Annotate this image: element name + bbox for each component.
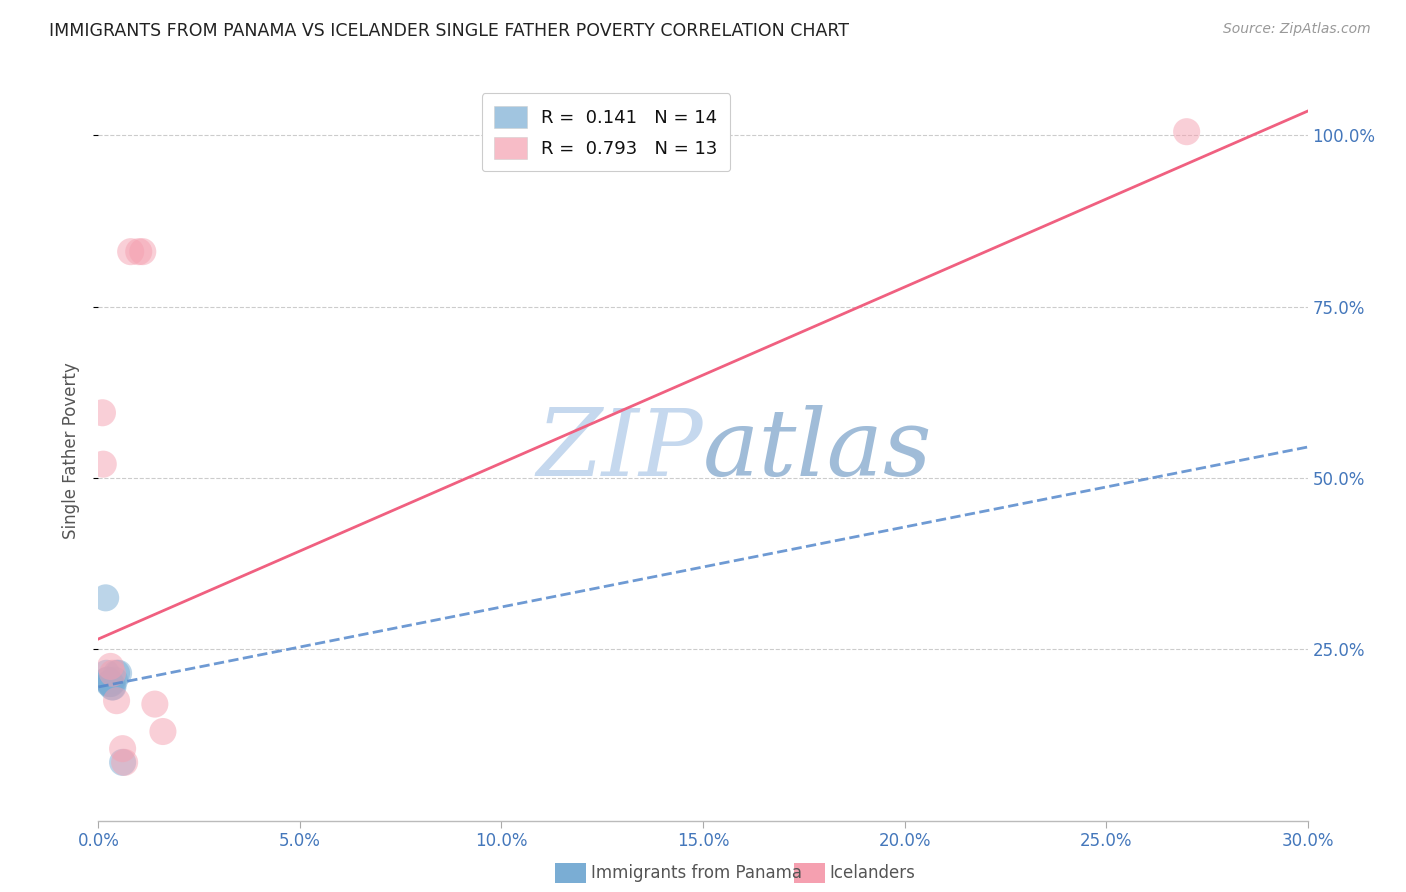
- Point: [120, 244, 142, 259]
- Text: atlas: atlas: [703, 406, 932, 495]
- Point: [105, 666, 128, 681]
- Text: Immigrants from Panama: Immigrants from Panama: [591, 864, 801, 882]
- Point: [143, 697, 166, 711]
- Point: [100, 676, 122, 690]
- Legend: R =  0.141   N = 14, R =  0.793   N = 13: R = 0.141 N = 14, R = 0.793 N = 13: [482, 93, 730, 171]
- Y-axis label: Single Father Poverty: Single Father Poverty: [62, 362, 80, 539]
- Point: [1175, 125, 1198, 139]
- Text: Icelanders: Icelanders: [830, 864, 915, 882]
- Point: [94, 591, 117, 605]
- Text: ZIP: ZIP: [536, 406, 703, 495]
- Point: [97, 673, 120, 687]
- Point: [152, 724, 174, 739]
- Point: [103, 673, 125, 687]
- Point: [105, 694, 128, 708]
- Text: IMMIGRANTS FROM PANAMA VS ICELANDER SINGLE FATHER POVERTY CORRELATION CHART: IMMIGRANTS FROM PANAMA VS ICELANDER SING…: [49, 22, 849, 40]
- Point: [96, 673, 118, 687]
- Point: [114, 756, 136, 770]
- Point: [101, 680, 124, 694]
- Point: [91, 457, 114, 471]
- Point: [111, 756, 134, 770]
- Point: [101, 680, 124, 694]
- Point: [96, 666, 118, 681]
- Point: [91, 406, 114, 420]
- Point: [98, 676, 121, 690]
- Point: [100, 659, 122, 673]
- Point: [132, 244, 155, 259]
- Text: Source: ZipAtlas.com: Source: ZipAtlas.com: [1223, 22, 1371, 37]
- Point: [128, 244, 150, 259]
- Point: [107, 666, 129, 681]
- Point: [101, 666, 124, 681]
- Point: [111, 741, 134, 756]
- Point: [100, 676, 122, 690]
- Point: [97, 676, 120, 690]
